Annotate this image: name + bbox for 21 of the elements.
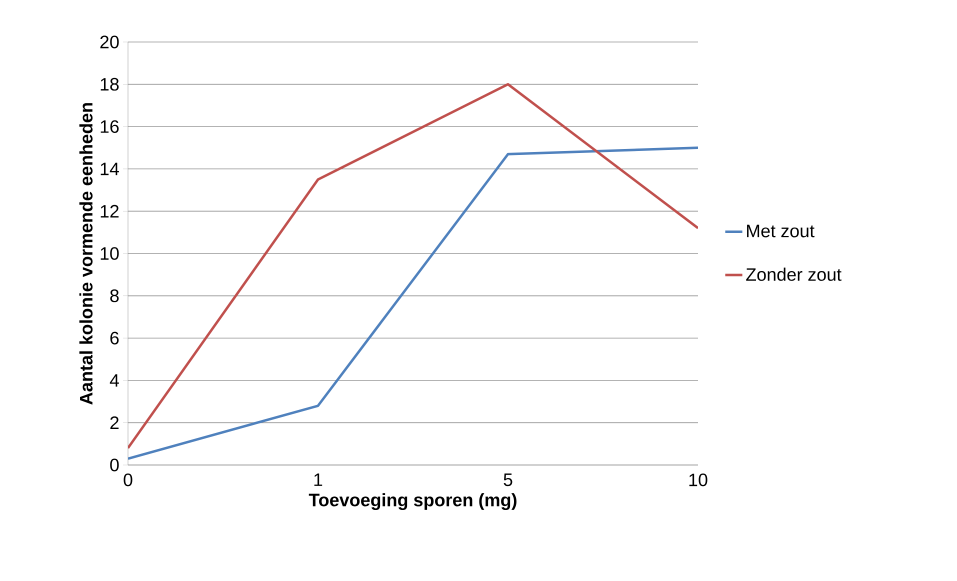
y-tick-label: 18 bbox=[100, 78, 119, 91]
y-tick-label: 20 bbox=[100, 36, 119, 48]
y-tick-label: 4 bbox=[110, 374, 119, 387]
y-tick-label: 12 bbox=[100, 204, 119, 218]
y-tick-label: 6 bbox=[110, 332, 119, 344]
y-axis-title: Aantal kolonie vormende eenheden bbox=[79, 103, 93, 405]
y-tick-label: 2 bbox=[110, 416, 119, 429]
y-tick-label: 0 bbox=[110, 458, 119, 472]
x-tick-label: 10 bbox=[689, 474, 708, 486]
y-tick-label: 14 bbox=[100, 162, 119, 176]
line-series bbox=[128, 146, 698, 460]
x-tick-label: 0 bbox=[124, 474, 132, 486]
x-tick-label: 5 bbox=[504, 474, 512, 486]
y-tick-label: 10 bbox=[100, 247, 119, 260]
line-series bbox=[128, 83, 698, 450]
x-tick-label: 1 bbox=[314, 474, 322, 486]
legend-label: Met zout bbox=[747, 224, 814, 238]
legend-label: Zonder zout bbox=[746, 268, 842, 281]
y-tick-label: 16 bbox=[100, 120, 119, 133]
x-axis-title: Toevoeging sporen (mg) bbox=[308, 493, 516, 510]
y-tick-label: 8 bbox=[110, 289, 119, 302]
